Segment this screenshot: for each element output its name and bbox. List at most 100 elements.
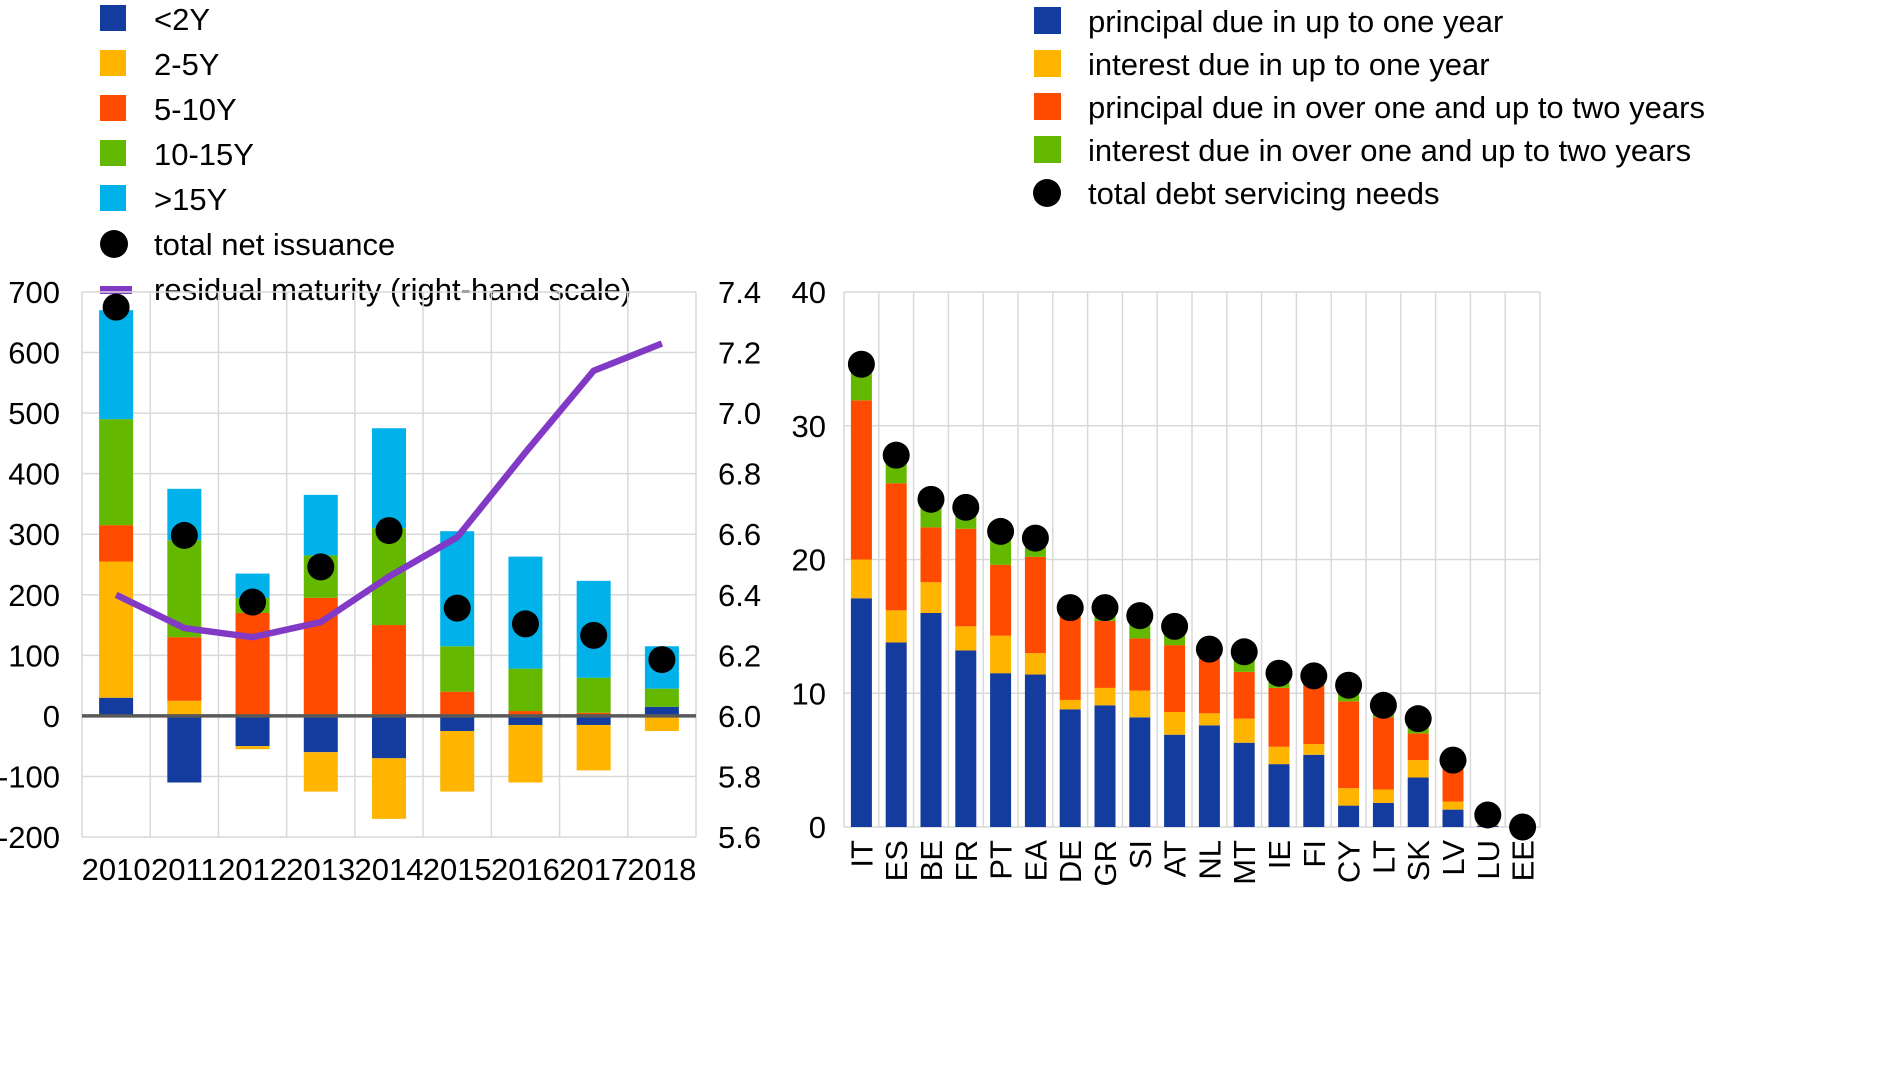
x-axis-tick-label: 2014 xyxy=(355,852,424,887)
x-axis-tick-label: AT xyxy=(1158,840,1193,877)
bar-segment-2018-s3 xyxy=(644,688,679,707)
bar-segment-fi-s0 xyxy=(1303,754,1325,827)
x-axis-tick-label: PT xyxy=(984,840,1019,880)
bar-segment-at-s0 xyxy=(1164,734,1186,827)
x-axis-tick-label: 2018 xyxy=(627,852,696,887)
total-debt-servicing-dot-sk xyxy=(1404,705,1432,733)
bar-segment-si-s2 xyxy=(1129,638,1151,691)
total-debt-servicing-dot-fr xyxy=(952,493,980,521)
bar-segment-2011-s2 xyxy=(167,637,202,701)
total-debt-servicing-dot-mt xyxy=(1230,638,1258,666)
legend-swatch xyxy=(100,185,126,211)
right-chart-legend: principal due in up to one year interest… xyxy=(1030,0,1705,215)
bar-segment-2012-s1 xyxy=(235,746,270,750)
legend-swatch xyxy=(1034,50,1061,77)
bar-segment-2016-s2 xyxy=(508,711,543,716)
total-debt-servicing-dot-de xyxy=(1056,594,1084,622)
legend-label: >15Y xyxy=(154,182,228,217)
x-axis-tick-label: DE xyxy=(1053,840,1088,883)
total-net-issuance-dot-2015 xyxy=(443,594,471,622)
legend-item-lt2y: <2Y xyxy=(100,0,631,42)
x-axis-tick-label: GR xyxy=(1088,840,1123,887)
y2-axis-tick-label: 7.0 xyxy=(718,396,761,431)
x-axis-tick-label: SI xyxy=(1123,840,1158,869)
x-axis-tick-label: LV xyxy=(1436,840,1471,876)
x-axis-tick-label: 2015 xyxy=(423,852,492,887)
legend-item-residual-maturity: residual maturity (right-hand scale) xyxy=(100,267,631,312)
total-debt-servicing-dot-ie xyxy=(1265,659,1293,687)
legend-item-principal-1y: principal due in up to one year xyxy=(1030,0,1705,43)
total-debt-servicing-dot-pt xyxy=(987,517,1015,545)
legend-item-total-debt-servicing: total debt servicing needs xyxy=(1030,172,1705,215)
bar-segment-2014-s4 xyxy=(372,428,406,529)
legend-item-2-5y: 2-5Y xyxy=(100,42,631,87)
bar-segment-es-s2 xyxy=(885,483,907,611)
bar-segment-at-s2 xyxy=(1164,645,1186,712)
y-axis-tick-label: -200 xyxy=(0,820,60,855)
bar-segment-2015-s1 xyxy=(440,731,475,792)
bar-segment-2017-s0 xyxy=(576,715,611,725)
bar-segment-2014-s1 xyxy=(372,758,406,819)
x-axis-tick-label: 2012 xyxy=(218,852,287,887)
bar-segment-cy-s1 xyxy=(1338,788,1360,806)
y-axis-tick-label: 10 xyxy=(792,676,826,711)
legend-label: <2Y xyxy=(154,2,211,37)
bar-segment-be-s2 xyxy=(920,527,942,583)
bar-segment-2012-s2 xyxy=(235,612,270,716)
total-net-issuance-dot-2012 xyxy=(239,588,267,616)
bar-segment-si-s0 xyxy=(1129,717,1151,827)
total-debt-servicing-dot-ee xyxy=(1509,813,1537,841)
x-axis-tick-label: ES xyxy=(879,840,914,881)
x-axis-tick-label: EE xyxy=(1506,840,1541,881)
legend-swatch xyxy=(100,50,126,76)
y2-axis-tick-label: 6.6 xyxy=(718,517,761,552)
bar-segment-2016-s3 xyxy=(508,668,543,712)
y-axis-tick-label: 500 xyxy=(8,396,60,431)
bar-segment-de-s0 xyxy=(1059,709,1081,827)
bar-segment-mt-s1 xyxy=(1233,718,1255,743)
bar-segment-be-s0 xyxy=(920,613,942,827)
bar-segment-2018-s0 xyxy=(644,706,679,716)
total-debt-servicing-dot-es xyxy=(882,441,910,469)
bar-segment-de-s1 xyxy=(1059,699,1081,710)
total-net-issuance-dot-2017 xyxy=(580,621,608,649)
bar-segment-2012-s0 xyxy=(235,715,270,747)
y2-axis-tick-label: 7.4 xyxy=(718,275,761,310)
legend-swatch xyxy=(1034,136,1061,163)
legend-item-total-net-issuance: total net issuance xyxy=(100,222,631,267)
bar-segment-fr-s2 xyxy=(955,528,977,627)
legend-dot-marker xyxy=(100,230,128,258)
bar-segment-2015-s3 xyxy=(440,646,475,692)
y-axis-tick-label: 30 xyxy=(792,409,826,444)
bar-segment-pt-s0 xyxy=(990,673,1012,827)
x-axis-tick-label: BE xyxy=(914,840,949,881)
bar-segment-sk-s0 xyxy=(1407,777,1429,827)
x-axis-tick-label: IE xyxy=(1262,840,1297,869)
legend-label: 10-15Y xyxy=(154,137,254,172)
bar-segment-ea-s1 xyxy=(1024,653,1046,675)
y2-axis-tick-label: 6.8 xyxy=(718,457,761,492)
legend-label: interest due in up to one year xyxy=(1088,47,1490,82)
legend-swatch xyxy=(100,140,126,166)
bar-segment-mt-s2 xyxy=(1233,671,1255,719)
bar-segment-2015-s2 xyxy=(440,691,475,716)
bar-segment-de-s2 xyxy=(1059,614,1081,700)
bar-segment-2014-s0 xyxy=(372,715,406,759)
bar-segment-it-s0 xyxy=(850,598,872,827)
bar-segment-nl-s1 xyxy=(1198,713,1220,726)
total-debt-servicing-dot-be xyxy=(917,485,945,513)
bar-segment-2017-s1 xyxy=(576,724,611,771)
x-axis-tick-label: IT xyxy=(844,840,879,868)
legend-item-interest-2y: interest due in over one and up to two y… xyxy=(1030,129,1705,172)
bar-segment-fi-s2 xyxy=(1303,682,1325,745)
bar-segment-at-s1 xyxy=(1164,711,1186,735)
residual-maturity-line xyxy=(114,340,664,641)
bar-segment-2018-s1 xyxy=(644,715,679,732)
bar-segment-2010-s2 xyxy=(99,525,134,562)
y-axis-tick-label: 200 xyxy=(8,578,60,613)
total-debt-servicing-dot-at xyxy=(1161,612,1189,640)
legend-item-5-10y: 5-10Y xyxy=(100,87,631,132)
total-debt-servicing-dot-cy xyxy=(1335,671,1363,699)
bar-segment-2013-s0 xyxy=(303,715,338,753)
